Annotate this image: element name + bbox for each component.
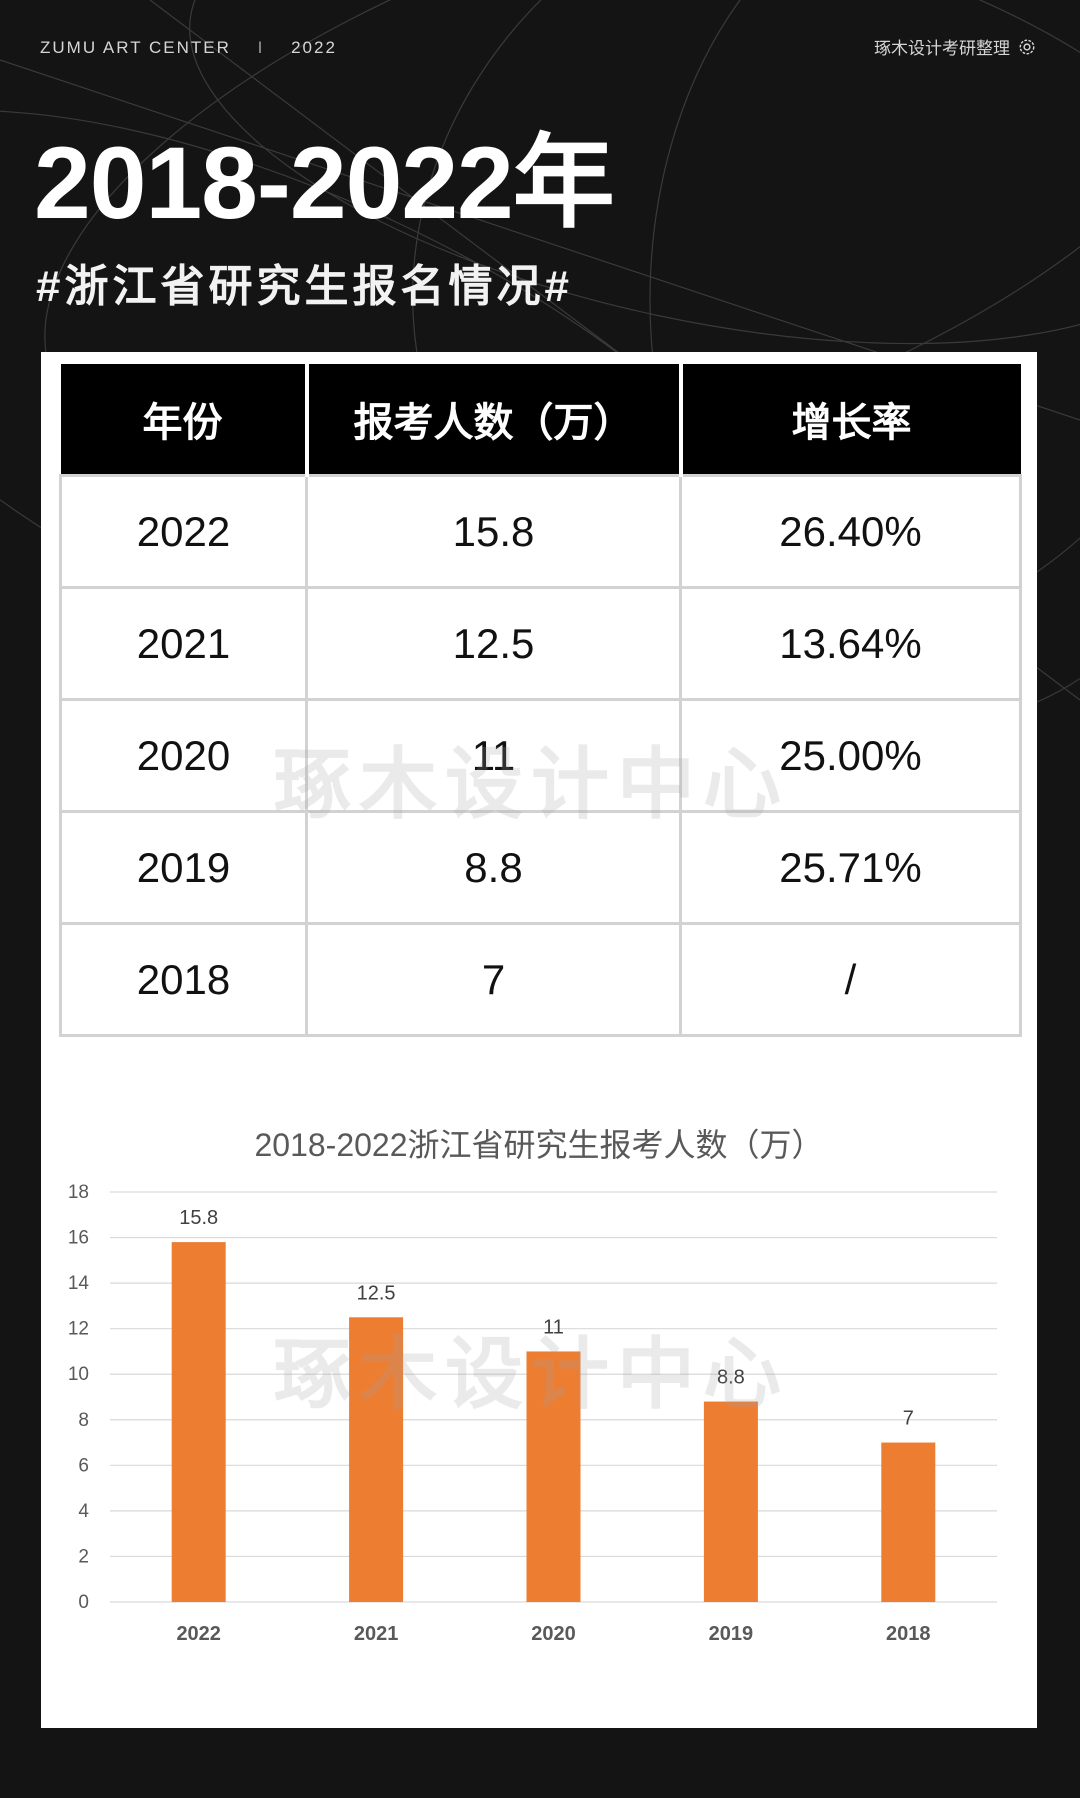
cell-applicants: 7 xyxy=(305,922,682,1037)
data-label: 15.8 xyxy=(179,1207,218,1229)
table-row: 2020 11 25.00% xyxy=(59,698,1022,813)
page-title: 2018-2022年 xyxy=(34,126,615,240)
data-label: 7 xyxy=(903,1408,914,1430)
brand-line: ZUMU ART CENTER I 2022 xyxy=(40,38,337,58)
cell-year: 2020 xyxy=(59,698,308,813)
cell-growth: 26.40% xyxy=(679,474,1022,589)
y-tick-label: 18 xyxy=(68,1182,89,1203)
brand-name: ZUMU ART CENTER xyxy=(40,38,231,57)
table-row: 2022 15.8 26.40% xyxy=(59,474,1022,589)
brand-separator: I xyxy=(257,38,265,57)
cell-year: 2018 xyxy=(59,922,308,1037)
credit-text: 琢木设计考研整理 xyxy=(874,39,1010,58)
y-tick-label: 6 xyxy=(78,1455,89,1476)
data-label: 12.5 xyxy=(357,1282,396,1304)
cell-year: 2022 xyxy=(59,474,308,589)
chart-title: 2018-2022浙江省研究生报考人数（万） xyxy=(254,1127,824,1163)
table-header-row: 年份 报考人数（万） 增长率 xyxy=(60,364,1021,476)
x-tick-label: 2022 xyxy=(176,1623,221,1645)
table-row: 2021 12.5 13.64% xyxy=(59,586,1022,701)
bar xyxy=(703,1401,758,1602)
bar xyxy=(526,1351,581,1602)
cell-year: 2021 xyxy=(59,586,308,701)
cell-applicants: 15.8 xyxy=(305,474,682,589)
cell-applicants: 12.5 xyxy=(305,586,682,701)
x-tick-label: 2018 xyxy=(886,1623,931,1645)
content-card: 年份 报考人数（万） 增长率 2022 15.8 26.40% 2021 12.… xyxy=(41,352,1037,1728)
y-tick-label: 10 xyxy=(68,1364,89,1385)
cell-growth: 25.71% xyxy=(679,810,1022,925)
table-row: 2018 7 / xyxy=(59,922,1022,1037)
bar xyxy=(349,1317,404,1602)
brand-year: 2022 xyxy=(291,38,337,57)
credit-line: 琢木设计考研整理 xyxy=(874,34,1036,59)
page-subtitle: #浙江省研究生报名情况# xyxy=(36,262,573,311)
bar-chart: 0 2 4 6 8 10 12 14 16 18 15.8 2022 12.5 2021 11 2020 8.8… xyxy=(68,1182,997,1645)
cell-applicants: 8.8 xyxy=(305,810,682,925)
y-tick-label: 12 xyxy=(68,1319,89,1340)
header-year: 年份 xyxy=(60,364,309,476)
y-tick-label: 16 xyxy=(68,1228,89,1249)
y-tick-label: 8 xyxy=(78,1410,89,1431)
table-row: 2019 8.8 25.71% xyxy=(59,810,1022,925)
y-tick-label: 4 xyxy=(78,1501,89,1522)
data-label: 8.8 xyxy=(717,1367,745,1389)
cell-growth: 25.00% xyxy=(679,698,1022,813)
header-growth: 增长率 xyxy=(680,364,1021,476)
enrollment-table: 年份 报考人数（万） 增长率 2022 15.8 26.40% 2021 12.… xyxy=(59,364,1022,1037)
x-tick-label: 2019 xyxy=(709,1623,754,1645)
y-tick-label: 2 xyxy=(78,1546,89,1567)
x-tick-label: 2021 xyxy=(354,1623,399,1645)
cell-growth: 13.64% xyxy=(679,586,1022,701)
y-tick-label: 14 xyxy=(68,1273,90,1294)
cell-growth: / xyxy=(679,922,1022,1037)
header-applicants: 报考人数（万） xyxy=(306,364,683,476)
cell-applicants: 11 xyxy=(305,698,682,813)
cell-year: 2019 xyxy=(59,810,308,925)
gear-icon xyxy=(1019,39,1035,54)
data-label: 11 xyxy=(543,1316,564,1338)
x-tick-label: 2020 xyxy=(531,1623,576,1645)
bar xyxy=(881,1442,936,1602)
y-tick-label: 0 xyxy=(78,1592,89,1613)
bar xyxy=(171,1242,226,1602)
